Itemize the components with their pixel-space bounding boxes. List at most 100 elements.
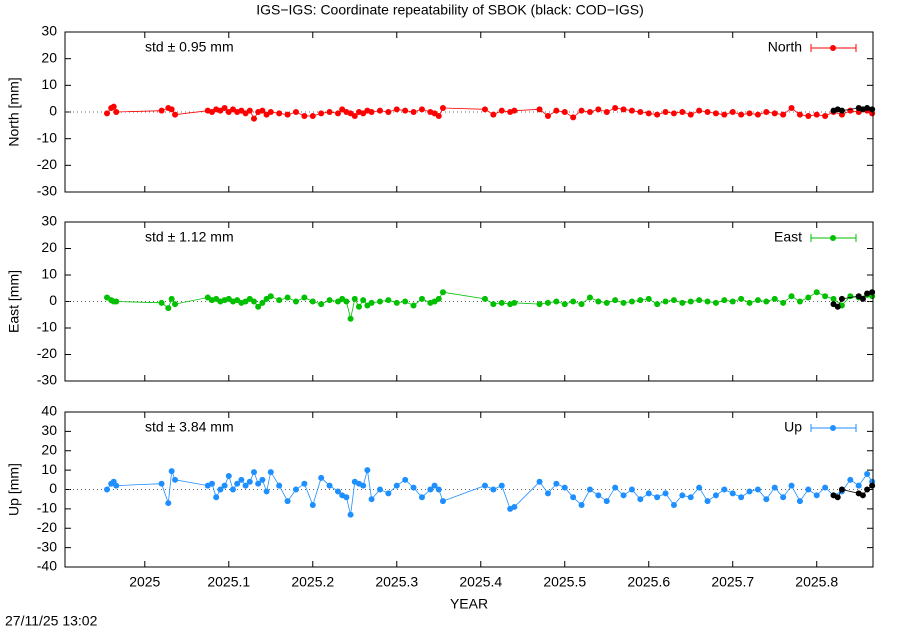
y-tick-label: 30 xyxy=(41,422,57,438)
data-point xyxy=(780,299,787,306)
data-point xyxy=(168,106,175,113)
data-point xyxy=(788,105,795,111)
data-point xyxy=(662,109,669,115)
data-point xyxy=(687,298,694,305)
data-point xyxy=(704,298,711,305)
data-point xyxy=(481,295,488,302)
data-point xyxy=(368,299,375,306)
data-point xyxy=(158,299,165,306)
data-point xyxy=(309,502,316,508)
y-tick-label: 0 xyxy=(49,480,57,496)
data-point xyxy=(738,111,745,118)
data-point xyxy=(402,476,409,483)
data-point xyxy=(822,113,829,119)
data-point xyxy=(250,298,257,305)
data-point xyxy=(376,486,383,493)
data-point xyxy=(172,301,179,308)
data-point xyxy=(385,109,392,115)
data-point xyxy=(213,494,220,501)
data-point xyxy=(670,110,677,117)
y-axis-label: Up [mm] xyxy=(6,463,22,516)
data-point xyxy=(595,492,602,499)
data-point xyxy=(553,107,560,114)
data-point xyxy=(847,476,854,483)
y-tick-label: 20 xyxy=(41,239,57,255)
data-point xyxy=(628,486,635,493)
y-tick-label: -10 xyxy=(37,129,57,145)
y-tick-label: 0 xyxy=(49,292,57,308)
data-point xyxy=(498,107,505,114)
data-point xyxy=(364,467,371,474)
data-point xyxy=(712,492,719,499)
y-tick-label: -30 xyxy=(37,372,57,388)
data-point xyxy=(570,298,577,305)
data-point xyxy=(712,110,719,117)
data-point xyxy=(284,294,291,301)
data-point xyxy=(561,109,568,115)
data-point xyxy=(847,107,854,114)
data-point xyxy=(334,110,341,117)
data-point xyxy=(334,488,341,495)
data-point xyxy=(402,298,409,305)
data-point xyxy=(721,111,728,118)
data-point xyxy=(490,301,497,308)
data-point xyxy=(255,480,262,487)
data-point xyxy=(376,107,383,114)
data-point xyxy=(864,290,871,297)
legend-marker xyxy=(830,425,836,431)
data-point xyxy=(435,113,442,119)
data-point xyxy=(418,295,425,302)
data-point xyxy=(570,114,577,121)
data-point xyxy=(822,484,829,491)
data-point xyxy=(595,298,602,305)
y-tick-label: -20 xyxy=(37,156,57,172)
data-point xyxy=(780,111,787,118)
y-axis-label: North [mm] xyxy=(6,77,22,146)
data-point xyxy=(637,297,644,304)
data-point xyxy=(670,297,677,304)
y-tick-label: 10 xyxy=(41,461,57,477)
data-point xyxy=(637,109,644,115)
data-point xyxy=(570,494,577,501)
data-point xyxy=(754,297,761,304)
data-point xyxy=(113,109,120,115)
y-tick-label: -40 xyxy=(37,558,57,574)
data-point xyxy=(435,486,442,493)
y-tick-label: 0 xyxy=(49,103,57,119)
data-point xyxy=(805,113,812,119)
data-point xyxy=(586,109,593,115)
data-point xyxy=(754,111,761,118)
data-point xyxy=(439,498,446,505)
data-point xyxy=(490,486,497,493)
data-point xyxy=(763,496,770,503)
y-tick-label: 20 xyxy=(41,49,57,65)
data-point xyxy=(838,295,845,302)
data-point xyxy=(309,113,316,119)
data-point xyxy=(813,492,820,499)
data-point xyxy=(255,303,262,310)
y-tick-label: -30 xyxy=(37,183,57,199)
data-point xyxy=(393,482,400,489)
data-point xyxy=(410,109,417,115)
legend-label: East xyxy=(774,229,802,245)
data-point xyxy=(246,478,253,485)
data-point xyxy=(393,106,400,113)
data-point xyxy=(360,482,367,489)
y-tick-label: -20 xyxy=(37,345,57,361)
data-point xyxy=(869,106,876,113)
data-point xyxy=(225,472,232,479)
data-point xyxy=(805,486,812,493)
data-point xyxy=(746,299,753,306)
data-point xyxy=(172,111,179,118)
data-point xyxy=(292,298,299,305)
data-point xyxy=(318,110,325,117)
x-tick-label: 2025.4 xyxy=(459,574,502,590)
data-point xyxy=(561,301,568,308)
data-point xyxy=(578,502,585,508)
data-point xyxy=(721,486,728,493)
data-point xyxy=(654,111,661,118)
data-point xyxy=(418,494,425,501)
data-point xyxy=(578,301,585,308)
data-point xyxy=(805,294,812,301)
